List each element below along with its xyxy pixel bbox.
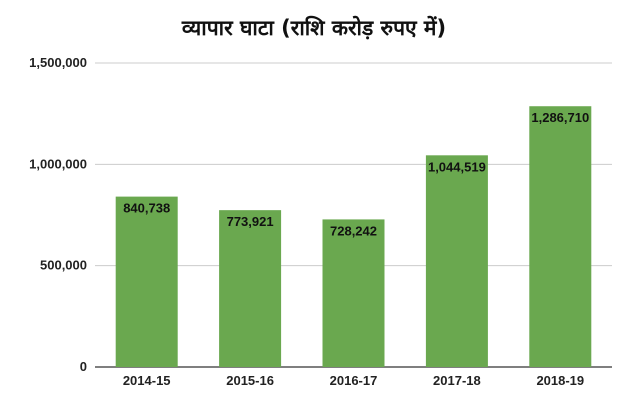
bar-value-label: 840,738 <box>123 201 170 216</box>
bar <box>115 196 178 367</box>
bar-value-label: 1,044,519 <box>428 159 486 174</box>
x-tick-label: 2018-19 <box>536 373 584 388</box>
bar <box>322 219 385 367</box>
chart-title: व्यापार घाटा (राशि करोड़ रुपए में) <box>181 16 447 40</box>
x-tick-label: 2015-16 <box>226 373 274 388</box>
y-tick-label: 0 <box>80 359 87 374</box>
bar-value-label: 1,286,710 <box>531 110 589 125</box>
bar <box>425 155 488 367</box>
bar-value-label: 728,242 <box>330 223 377 238</box>
x-tick-label: 2016-17 <box>330 373 378 388</box>
x-tick-label: 2014-15 <box>123 373 171 388</box>
x-tick-label: 2017-18 <box>433 373 481 388</box>
bar <box>219 210 282 367</box>
bar <box>529 106 592 367</box>
y-tick-label: 1,500,000 <box>29 55 87 70</box>
y-tick-label: 1,000,000 <box>29 156 87 171</box>
y-tick-label: 500,000 <box>40 258 87 273</box>
bar-value-label: 773,921 <box>227 214 274 229</box>
